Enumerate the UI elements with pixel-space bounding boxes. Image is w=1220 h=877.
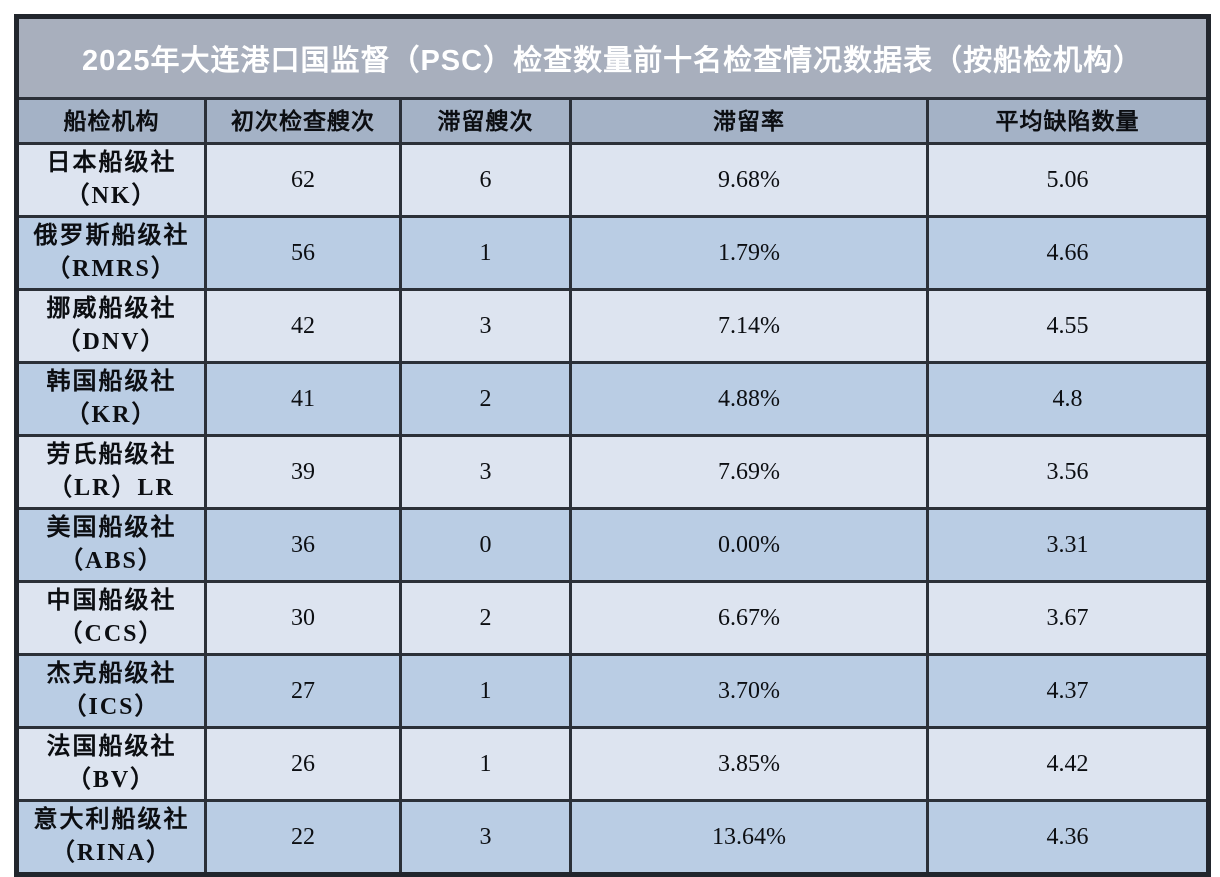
avg-deficiencies-cell: 3.67 xyxy=(925,580,1211,656)
table-row-ics: 杰克船级社 （ICS） 27 1 3.70% 4.37 xyxy=(15,653,1211,729)
detentions-cell: 1 xyxy=(399,653,572,729)
org-name: 挪威船级社 xyxy=(46,296,177,322)
org-code: （CCS） xyxy=(58,621,165,647)
detention-rate-cell: 3.70% xyxy=(569,653,929,729)
psc-inspection-table-wrap: 2025年大连港口国监督（PSC）检查数量前十名检查情况数据表（按船检机构） 船… xyxy=(14,14,1212,877)
org-cell: 意大利船级社 （RINA） xyxy=(15,799,207,876)
table-row-kr: 韩国船级社 （KR） 41 2 4.88% 4.8 xyxy=(15,361,1211,437)
org-name: 杰克船级社 xyxy=(46,661,177,687)
org-cell: 法国船级社 （BV） xyxy=(15,726,207,802)
header-avg-deficiencies: 平均缺陷数量 xyxy=(925,97,1211,145)
title-row: 2025年大连港口国监督（PSC）检查数量前十名检查情况数据表（按船检机构） xyxy=(14,15,1211,100)
table-row-ccs: 中国船级社 （CCS） 30 2 6.67% 3.67 xyxy=(15,580,1211,656)
org-code: （RMRS） xyxy=(46,256,177,282)
org-name: 日本船级社 xyxy=(46,150,177,176)
first-inspections-cell: 27 xyxy=(204,653,402,729)
table-row-rina: 意大利船级社 （RINA） 22 3 13.64% 4.36 xyxy=(15,799,1211,876)
detentions-cell: 2 xyxy=(399,580,572,656)
detentions-cell: 0 xyxy=(399,507,572,583)
org-name: 美国船级社 xyxy=(46,515,177,541)
page-title: 2025年大连港口国监督（PSC）检查数量前十名检查情况数据表（按船检机构） xyxy=(14,15,1211,100)
org-cell: 挪威船级社 （DNV） xyxy=(15,288,207,364)
detention-rate-cell: 9.68% xyxy=(569,142,929,218)
header-first-inspections: 初次检查艘次 xyxy=(204,97,402,145)
detention-rate-cell: 4.88% xyxy=(569,361,929,437)
header-row: 船检机构 初次检查艘次 滞留艘次 滞留率 平均缺陷数量 xyxy=(15,97,1211,145)
org-name: 法国船级社 xyxy=(46,734,177,760)
table-row-bv: 法国船级社 （BV） 26 1 3.85% 4.42 xyxy=(15,726,1211,802)
org-cell: 美国船级社 （ABS） xyxy=(15,507,207,583)
detention-rate-cell: 7.69% xyxy=(569,434,929,510)
avg-deficiencies-cell: 3.56 xyxy=(925,434,1211,510)
org-cell: 韩国船级社 （KR） xyxy=(15,361,207,437)
detention-rate-cell: 3.85% xyxy=(569,726,929,802)
detention-rate-cell: 6.67% xyxy=(569,580,929,656)
org-code: （BV） xyxy=(66,767,157,793)
first-inspections-cell: 56 xyxy=(204,215,402,291)
first-inspections-cell: 62 xyxy=(204,142,402,218)
avg-deficiencies-cell: 4.66 xyxy=(925,215,1211,291)
org-cell: 中国船级社 （CCS） xyxy=(15,580,207,656)
first-inspections-cell: 41 xyxy=(204,361,402,437)
org-name: 中国船级社 xyxy=(46,588,177,614)
first-inspections-cell: 30 xyxy=(204,580,402,656)
detentions-cell: 1 xyxy=(399,215,572,291)
first-inspections-cell: 22 xyxy=(204,799,402,876)
header-org: 船检机构 xyxy=(15,97,207,145)
org-code: （DNV） xyxy=(56,329,167,355)
avg-deficiencies-cell: 4.55 xyxy=(925,288,1211,364)
detentions-cell: 1 xyxy=(399,726,572,802)
table-row-lr: 劳氏船级社 （LR）LR 39 3 7.69% 3.56 xyxy=(15,434,1211,510)
detentions-cell: 3 xyxy=(399,799,572,876)
avg-deficiencies-cell: 4.42 xyxy=(925,726,1211,802)
detention-rate-cell: 1.79% xyxy=(569,215,929,291)
avg-deficiencies-cell: 3.31 xyxy=(925,507,1211,583)
org-code: （ICS） xyxy=(62,694,161,720)
detention-rate-cell: 13.64% xyxy=(569,799,929,876)
first-inspections-cell: 39 xyxy=(204,434,402,510)
org-code: （ABS） xyxy=(59,548,164,574)
org-code: （RINA） xyxy=(50,840,173,866)
org-name: 意大利船级社 xyxy=(33,807,190,833)
table-row-abs: 美国船级社 （ABS） 36 0 0.00% 3.31 xyxy=(15,507,1211,583)
org-name: 劳氏船级社 xyxy=(46,442,177,468)
avg-deficiencies-cell: 4.37 xyxy=(925,653,1211,729)
avg-deficiencies-cell: 4.36 xyxy=(925,799,1211,876)
detention-rate-cell: 0.00% xyxy=(569,507,929,583)
org-code: （LR）LR xyxy=(48,475,175,501)
org-cell: 俄罗斯船级社 （RMRS） xyxy=(15,215,207,291)
detentions-cell: 2 xyxy=(399,361,572,437)
first-inspections-cell: 42 xyxy=(204,288,402,364)
first-inspections-cell: 26 xyxy=(204,726,402,802)
header-detentions: 滞留艘次 xyxy=(399,97,572,145)
org-cell: 杰克船级社 （ICS） xyxy=(15,653,207,729)
detentions-cell: 3 xyxy=(399,434,572,510)
table-row-nk: 日本船级社 （NK） 62 6 9.68% 5.06 xyxy=(15,142,1211,218)
header-detention-rate: 滞留率 xyxy=(569,97,929,145)
org-name: 俄罗斯船级社 xyxy=(33,223,190,249)
org-cell: 劳氏船级社 （LR）LR xyxy=(15,434,207,510)
avg-deficiencies-cell: 4.8 xyxy=(925,361,1211,437)
org-name: 韩国船级社 xyxy=(46,369,177,395)
detentions-cell: 6 xyxy=(399,142,572,218)
avg-deficiencies-cell: 5.06 xyxy=(925,142,1211,218)
table-row-rmrs: 俄罗斯船级社 （RMRS） 56 1 1.79% 4.66 xyxy=(15,215,1211,291)
org-code: （NK） xyxy=(65,183,158,209)
org-code: （KR） xyxy=(65,402,158,428)
detention-rate-cell: 7.14% xyxy=(569,288,929,364)
psc-inspection-table: 2025年大连港口国监督（PSC）检查数量前十名检查情况数据表（按船检机构） 船… xyxy=(14,14,1212,877)
table-row-dnv: 挪威船级社 （DNV） 42 3 7.14% 4.55 xyxy=(15,288,1211,364)
first-inspections-cell: 36 xyxy=(204,507,402,583)
org-cell: 日本船级社 （NK） xyxy=(15,142,207,218)
detentions-cell: 3 xyxy=(399,288,572,364)
